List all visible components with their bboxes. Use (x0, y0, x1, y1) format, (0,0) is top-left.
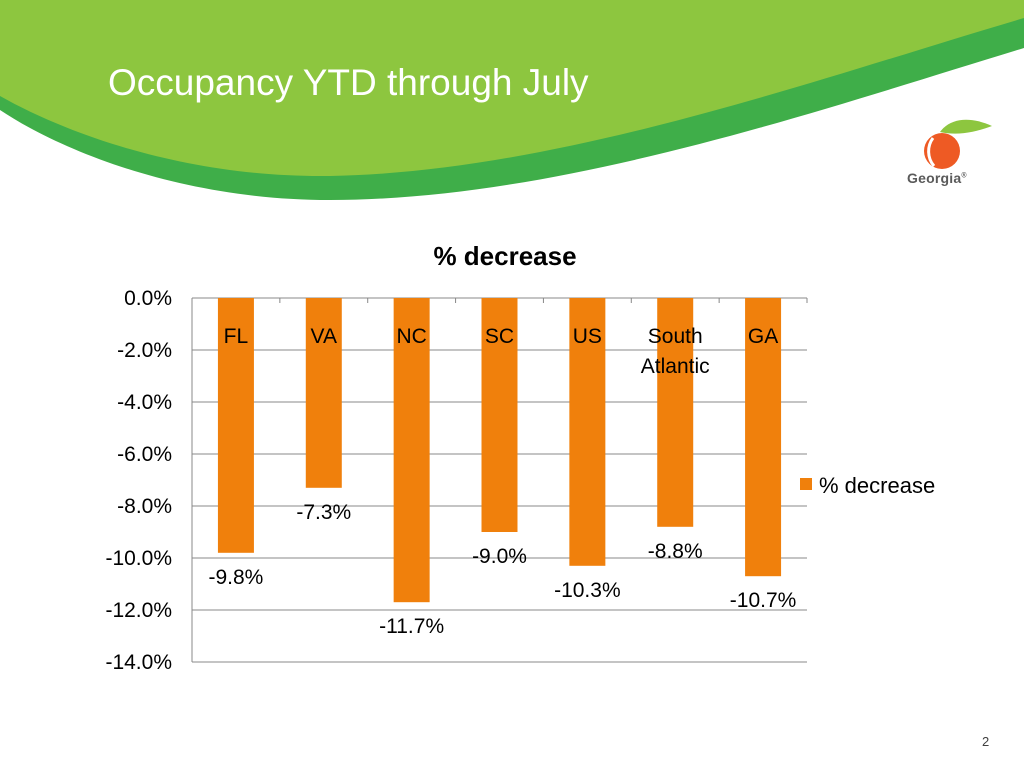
page-number: 2 (982, 734, 990, 749)
peach-body (924, 133, 960, 169)
category-label: Atlantic (641, 355, 710, 378)
header-banner (0, 0, 1024, 200)
y-tick-label: -10.0% (105, 547, 172, 570)
y-tick-label: 0.0% (124, 287, 172, 310)
y-tick-label: -14.0% (105, 651, 172, 674)
category-label: South (648, 325, 703, 348)
peach-crease (927, 137, 936, 167)
category-label: NC (396, 325, 426, 348)
category-label: VA (311, 325, 337, 348)
y-tick-label: -8.0% (117, 495, 172, 518)
data-label: -10.3% (554, 579, 621, 602)
bar-nc[interactable] (393, 298, 430, 603)
logo-wordmark: Georgia® (907, 170, 967, 186)
legend[interactable]: % decrease (800, 473, 935, 498)
data-label: -11.7% (379, 615, 444, 638)
y-tick-label: -4.0% (117, 391, 172, 414)
legend-label: % decrease (819, 473, 935, 498)
category-label: US (573, 325, 602, 348)
data-label: -9.8% (208, 566, 263, 589)
data-labels: -9.8% -7.3% -11.7% -9.0% -10.3% -8.8% -10.7% (208, 501, 796, 638)
bar-south-atlantic[interactable] (657, 298, 694, 527)
bar-fl[interactable] (217, 298, 254, 553)
data-label: -10.7% (730, 589, 797, 612)
data-label: -8.8% (648, 540, 703, 563)
category-labels: FL VA NC SC US South Atlantic GA (224, 325, 779, 378)
bar-sc[interactable] (481, 298, 518, 532)
bar-ga[interactable] (745, 298, 782, 577)
bar-us[interactable] (569, 298, 606, 566)
peach-leaf (940, 119, 992, 134)
registered-mark: ® (961, 172, 967, 180)
georgia-peach-logo-icon (924, 119, 992, 169)
banner-light-band (0, 0, 1024, 177)
y-tick-label: -12.0% (105, 599, 172, 622)
bars (217, 298, 782, 603)
y-tick-label: -6.0% (117, 443, 172, 466)
chart-title: % decrease (433, 241, 576, 271)
category-label: FL (224, 325, 249, 348)
category-label: GA (748, 325, 778, 348)
bar-va[interactable] (305, 298, 342, 488)
category-label: SC (485, 325, 514, 348)
y-tick-label: -2.0% (117, 339, 172, 362)
data-label: -9.0% (472, 545, 527, 568)
y-axis: 0.0% -2.0% -4.0% -6.0% -8.0% -10.0% -12.0% -14.… (105, 287, 193, 674)
legend-swatch (800, 478, 812, 490)
slide-title: Occupancy YTD through July (108, 62, 589, 103)
data-label: -7.3% (296, 501, 351, 524)
